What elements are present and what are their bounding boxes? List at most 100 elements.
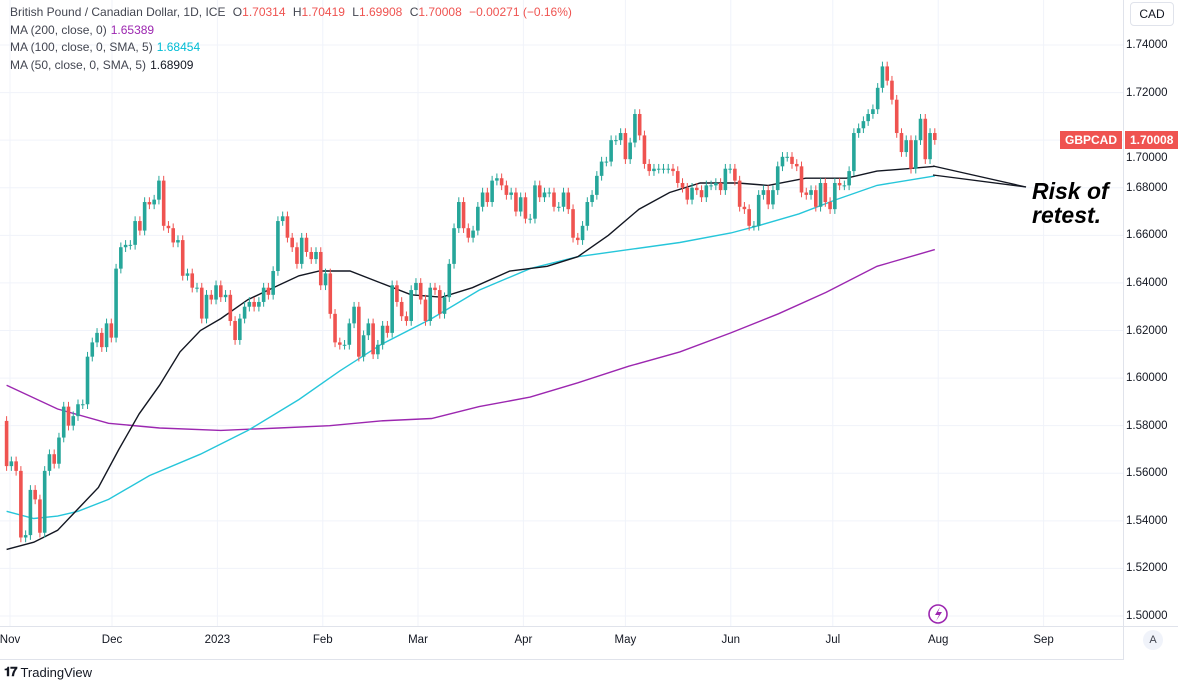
candle-body: [223, 294, 228, 298]
candle-body: [190, 273, 195, 288]
candle: [647, 159, 651, 176]
candle-body: [723, 168, 728, 191]
candle-body: [742, 206, 747, 210]
candle: [499, 173, 504, 191]
candle: [861, 116, 866, 134]
time-tick-label: Jun: [721, 634, 741, 646]
currency-button[interactable]: CAD: [1130, 2, 1174, 26]
candle: [685, 182, 690, 205]
candle: [61, 401, 66, 443]
candle: [423, 294, 428, 326]
candle-body: [457, 202, 461, 229]
candle-body: [71, 416, 76, 426]
candle-body: [119, 247, 123, 269]
tradingview-logo[interactable]: 𝟏𝟕 TradingView: [4, 664, 92, 680]
indicator-ma100[interactable]: MA (100, close, 0, SMA, 5) 1.68454: [10, 40, 201, 54]
price-chart[interactable]: [0, 0, 1178, 660]
candle-body: [195, 287, 199, 289]
candle-body: [804, 192, 809, 195]
candle: [242, 301, 247, 324]
price-tick-label: 1.60000: [1126, 372, 1168, 385]
candle-body: [333, 313, 337, 343]
annotation-arrow: [932, 165, 1027, 188]
candle: [414, 278, 418, 295]
candle: [314, 247, 318, 264]
price-tick-label: 1.56000: [1126, 467, 1168, 480]
candle: [57, 432, 61, 469]
candle: [437, 285, 442, 319]
candle: [19, 466, 23, 543]
candle: [714, 178, 718, 191]
indicator-ma50[interactable]: MA (50, close, 0, SMA, 5) 1.68909: [10, 57, 194, 72]
time-tick-label: Nov: [0, 634, 21, 646]
candle-body: [733, 168, 737, 181]
candle-body: [714, 182, 718, 186]
lightning-icon[interactable]: [928, 604, 948, 624]
candle: [718, 178, 723, 195]
candle: [595, 171, 599, 200]
indicator-ma200[interactable]: MA (200, close, 0) 1.65389: [10, 22, 155, 37]
candle-body: [114, 268, 118, 338]
candle: [614, 135, 618, 145]
candle: [276, 216, 280, 276]
candle-body: [371, 323, 375, 355]
candle: [894, 94, 899, 138]
candle-body: [595, 175, 599, 195]
candle-body: [647, 163, 651, 172]
annotation-text[interactable]: Risk of retest.: [1032, 178, 1109, 228]
candle: [418, 278, 423, 305]
candle-body: [14, 461, 18, 471]
candle: [561, 187, 566, 212]
candle: [913, 135, 918, 174]
price-tick-label: 1.58000: [1126, 419, 1168, 432]
candle-body: [599, 161, 604, 176]
candle: [147, 197, 152, 210]
candle-body: [38, 499, 42, 533]
candle-body: [4, 420, 9, 467]
candle-body: [271, 271, 275, 295]
candle-body: [656, 168, 661, 170]
candle: [552, 187, 556, 212]
candle: [452, 223, 456, 269]
candle-body: [219, 285, 223, 298]
candle: [285, 211, 290, 243]
candle: [880, 61, 885, 93]
candle-body: [561, 192, 566, 207]
candle: [871, 104, 875, 119]
candle-body: [485, 192, 490, 203]
candle-body: [185, 273, 190, 276]
candle: [228, 290, 233, 326]
candle-body: [214, 285, 218, 300]
auto-scale-button[interactable]: A: [1143, 630, 1163, 650]
candle: [347, 318, 352, 350]
candle-body: [452, 228, 456, 264]
candle: [733, 163, 737, 186]
time-tick-label: Jul: [825, 634, 841, 646]
candle-body: [85, 356, 90, 405]
candle: [637, 109, 642, 141]
candle-body: [542, 192, 547, 198]
price-tick-label: 1.66000: [1126, 229, 1168, 242]
candle: [390, 280, 394, 338]
candle: [266, 282, 271, 300]
candle-body: [299, 237, 304, 264]
candle: [409, 285, 413, 326]
candle-body: [133, 221, 137, 245]
candle-body: [409, 290, 413, 321]
candle-body: [352, 306, 356, 324]
candle: [709, 180, 713, 191]
candle: [85, 351, 90, 410]
candle: [361, 330, 366, 362]
candle-body: [242, 306, 247, 319]
candle: [219, 280, 223, 302]
candle: [837, 178, 842, 191]
symbol-tag: GBPCAD: [1059, 131, 1122, 149]
candle: [804, 187, 809, 200]
candle-body: [290, 237, 294, 248]
candle-body: [580, 225, 585, 241]
candle-body: [571, 209, 575, 238]
candle: [309, 247, 314, 264]
candle: [209, 290, 214, 305]
candle: [223, 290, 228, 302]
candle: [304, 232, 309, 257]
